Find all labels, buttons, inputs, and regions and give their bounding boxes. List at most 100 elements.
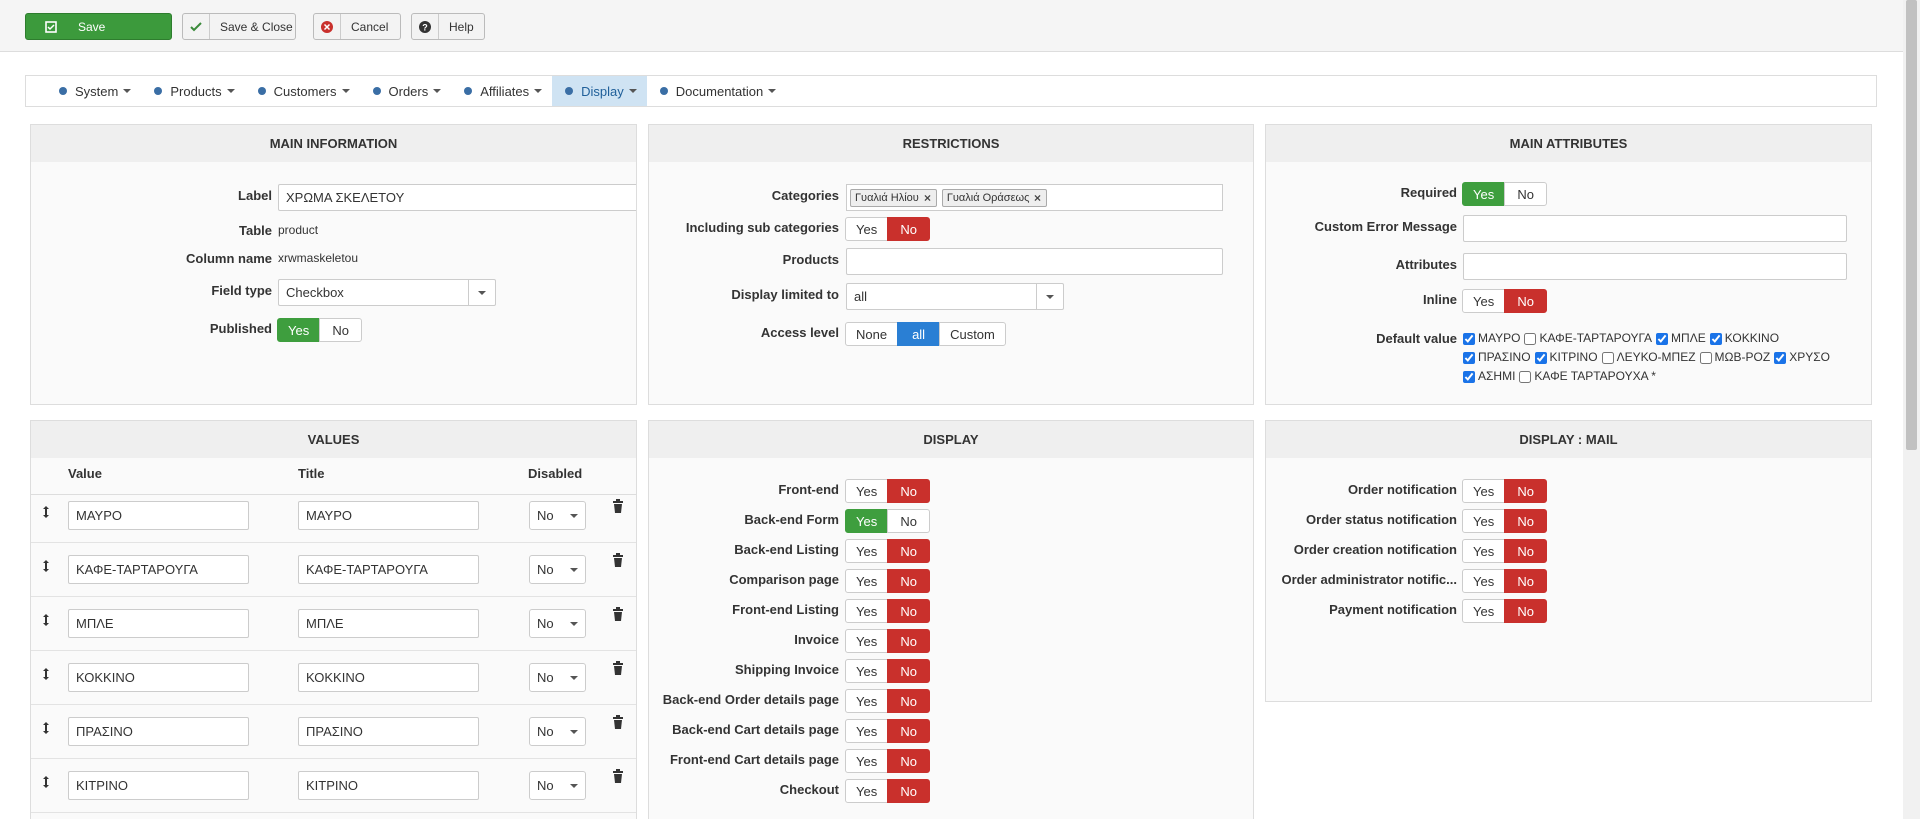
toggle-option[interactable]: No <box>887 479 931 503</box>
disabled-select[interactable]: No <box>529 717 586 746</box>
toggle-option[interactable]: No <box>1504 509 1548 533</box>
checkbox-item[interactable]: ΜΑΥΡΟ <box>1463 329 1520 348</box>
checkbox[interactable] <box>1463 351 1475 364</box>
toggle-option[interactable]: No <box>887 689 931 713</box>
title-input[interactable]: ΚΑΦΕ-ΤΑΡΤΑΡΟΥΓΑ <box>298 555 479 584</box>
checkbox-item[interactable]: ΚΙΤΡΙΝΟ <box>1534 348 1598 367</box>
toggle-option[interactable]: Yes <box>845 539 889 563</box>
toggle-option[interactable]: No <box>887 509 931 533</box>
toggle-option[interactable]: Yes <box>845 509 889 533</box>
toggle-option[interactable]: Yes <box>845 749 889 773</box>
disabled-select[interactable]: No <box>529 501 586 530</box>
title-input[interactable]: ΚΙΤΡΙΝΟ <box>298 771 479 800</box>
toggle-option[interactable]: None <box>845 322 899 346</box>
drag-handle[interactable] <box>39 721 53 739</box>
menu-item[interactable]: Documentation <box>647 76 786 106</box>
select[interactable]: Checkbox <box>278 279 496 306</box>
value-input[interactable]: ΚΑΦΕ-ΤΑΡΤΑΡΟΥΓΑ <box>68 555 249 584</box>
toggle-option[interactable]: Yes <box>845 629 889 653</box>
delete-button[interactable] <box>611 661 625 677</box>
title-input[interactable]: ΜΑΥΡΟ <box>298 501 479 530</box>
checkbox[interactable] <box>1463 370 1475 383</box>
checkbox[interactable] <box>1656 332 1669 345</box>
toggle-option[interactable]: No <box>1504 569 1548 593</box>
toggle-option[interactable]: Yes <box>1462 182 1506 206</box>
toggle-option[interactable]: Yes <box>1462 509 1506 533</box>
toggle-option[interactable]: No <box>887 659 931 683</box>
toggle-option[interactable]: Yes <box>845 689 889 713</box>
delete-button[interactable] <box>611 769 625 785</box>
scroll-thumb[interactable] <box>1906 0 1917 450</box>
checkbox-item[interactable]: ΚΑΦΕ-ΤΑΡΤΑΡΟΥΓΑ <box>1524 329 1652 348</box>
title-input[interactable]: ΜΠΛΕ <box>298 609 479 638</box>
disabled-select[interactable]: No <box>529 555 586 584</box>
checkbox-item[interactable]: ΜΩΒ-ΡΟΖ <box>1699 348 1770 367</box>
value-input[interactable]: ΜΑΥΡΟ <box>68 501 249 530</box>
toggle-option[interactable]: all <box>897 322 941 346</box>
menu-item[interactable]: System <box>46 76 141 106</box>
checkbox[interactable] <box>1519 370 1532 383</box>
toggle-option[interactable]: Yes <box>845 569 889 593</box>
toggle-option[interactable]: No <box>1504 182 1548 206</box>
drag-handle[interactable] <box>39 775 53 793</box>
checkbox-item[interactable]: ΧΡΥΣΟ <box>1774 348 1830 367</box>
checkbox-item[interactable]: ΚΑΦΕ ΤΑΡΤΑΡΟΥΧΑ * <box>1519 367 1656 386</box>
menu-item[interactable]: Affiliates <box>451 76 552 106</box>
value-input[interactable]: ΜΠΛΕ <box>68 609 249 638</box>
toggle-option[interactable]: Yes <box>845 779 889 803</box>
toggle-option[interactable]: Yes <box>277 318 321 342</box>
checkbox-item[interactable]: ΑΣΗΜΙ <box>1463 367 1515 386</box>
toggle-option[interactable]: Yes <box>1462 289 1506 313</box>
text-input[interactable] <box>846 248 1223 275</box>
menu-item[interactable]: Customers <box>245 76 360 106</box>
checkbox-item[interactable]: ΚΟΚΚΙΝΟ <box>1709 329 1779 348</box>
text-input[interactable]: ΧΡΩΜΑ ΣΚΕΛΕΤΟΥ <box>278 184 636 211</box>
delete-button[interactable] <box>611 607 625 623</box>
drag-handle[interactable] <box>39 559 53 577</box>
value-input[interactable]: ΚΟΚΚΙΝΟ <box>68 663 249 692</box>
toggle-option[interactable]: Yes <box>845 659 889 683</box>
toggle-option[interactable]: Yes <box>1462 539 1506 563</box>
delete-button[interactable] <box>611 715 625 731</box>
toggle-option[interactable]: Yes <box>1462 479 1506 503</box>
checkbox[interactable] <box>1534 351 1547 364</box>
checkbox[interactable] <box>1699 351 1712 364</box>
checkbox[interactable] <box>1774 351 1787 364</box>
toggle-option[interactable]: Yes <box>845 719 889 743</box>
toggle-option[interactable]: No <box>887 599 931 623</box>
toggle-option[interactable]: No <box>319 318 363 342</box>
checkbox-item[interactable]: ΜΠΛΕ <box>1656 329 1706 348</box>
tag[interactable]: Γυαλιά Οράσεως <box>941 188 1048 207</box>
tag-input[interactable]: Γυαλιά Ηλίου Γυαλιά Οράσεως <box>846 184 1223 211</box>
checkbox-item[interactable]: ΛΕΥΚΟ-ΜΠΕΖ <box>1601 348 1696 367</box>
toggle-option[interactable]: No <box>1504 479 1548 503</box>
checkbox[interactable] <box>1709 332 1722 345</box>
disabled-select[interactable]: No <box>529 771 586 800</box>
toolbar-button[interactable]: ? Help <box>411 13 485 40</box>
toggle-option[interactable]: Yes <box>845 599 889 623</box>
toggle-option[interactable]: No <box>887 539 931 563</box>
toggle-option[interactable]: Yes <box>1462 599 1506 623</box>
toggle-option[interactable]: Yes <box>1462 569 1506 593</box>
checkbox[interactable] <box>1524 332 1537 345</box>
toggle-option[interactable]: No <box>1504 539 1548 563</box>
toggle-option[interactable]: No <box>887 217 931 241</box>
delete-button[interactable] <box>611 553 625 569</box>
title-input[interactable]: ΚΟΚΚΙΝΟ <box>298 663 479 692</box>
toggle-option[interactable]: No <box>887 569 931 593</box>
toggle-option[interactable]: No <box>887 719 931 743</box>
menu-item[interactable]: Orders <box>360 76 452 106</box>
drag-handle[interactable] <box>39 613 53 631</box>
delete-button[interactable] <box>611 499 625 515</box>
select[interactable]: all <box>846 283 1064 310</box>
toolbar-button[interactable]: Save & Close <box>182 13 296 40</box>
value-input[interactable]: ΚΙΤΡΙΝΟ <box>68 771 249 800</box>
disabled-select[interactable]: No <box>529 609 586 638</box>
checkbox[interactable] <box>1601 351 1614 364</box>
menu-item[interactable]: Products <box>141 76 244 106</box>
text-input[interactable] <box>1463 253 1847 280</box>
toggle-option[interactable]: No <box>887 629 931 653</box>
menu-item[interactable]: Display <box>552 76 647 106</box>
toggle-option[interactable]: No <box>887 779 931 803</box>
tag[interactable]: Γυαλιά Ηλίου <box>850 188 937 207</box>
